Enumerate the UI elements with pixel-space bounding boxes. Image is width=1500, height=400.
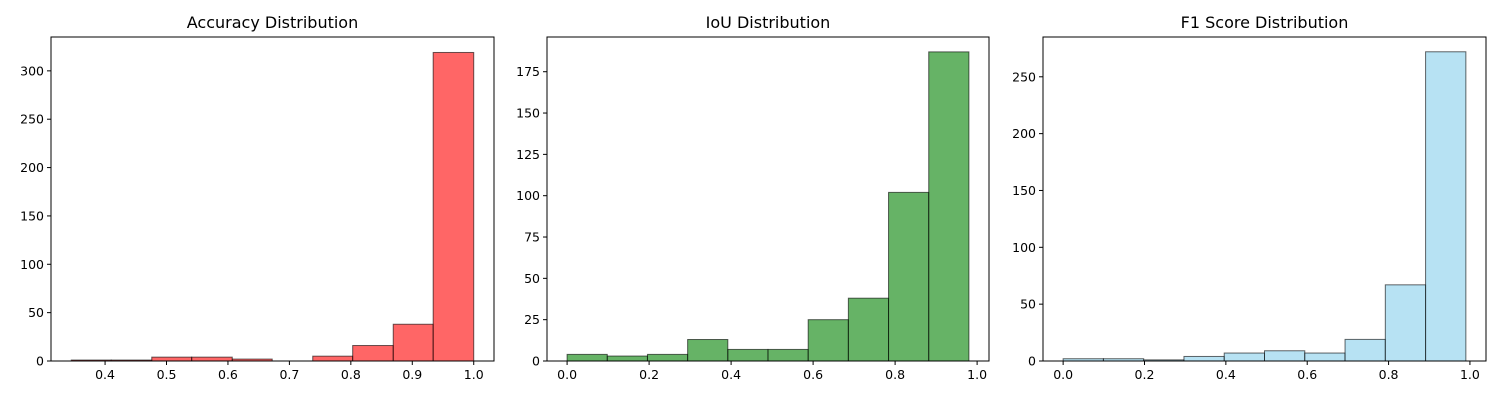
axes-frame [1042, 36, 1487, 362]
y-tick-label: 75 [524, 230, 540, 245]
y-tick-label: 150 [516, 106, 540, 121]
axes-frame [50, 36, 495, 362]
x-tick-label: 1.0 [464, 367, 484, 382]
x-tick-label: 0.7 [279, 367, 299, 382]
histogram-bar [432, 51, 475, 362]
y-tick-label: 50 [28, 305, 44, 320]
y-tick-label: 100 [1012, 240, 1036, 255]
x-tick-label: 0.6 [1297, 367, 1317, 382]
chart-title: F1 Score Distribution [1181, 13, 1349, 32]
x-tick-label: 0.5 [157, 367, 177, 382]
histogram-bar [1425, 51, 1467, 362]
y-tick-label: 50 [524, 271, 540, 286]
x-tick-label: 0.4 [95, 367, 115, 382]
histogram-bar [1344, 338, 1386, 362]
histogram-bar [646, 353, 689, 362]
histogram-bar [606, 355, 648, 362]
histogram-bar [1183, 355, 1225, 362]
histogram-bar [1304, 352, 1346, 362]
x-tick-label: 0.2 [1135, 367, 1155, 382]
x-tick-label: 0.0 [1053, 367, 1073, 382]
x-tick-label: 1.0 [967, 367, 987, 382]
x-tick-label: 0.9 [402, 367, 422, 382]
y-tick-label: 100 [516, 188, 540, 203]
histogram-bar [807, 319, 849, 362]
histogram-bar [1223, 352, 1266, 362]
y-tick-label: 300 [20, 63, 44, 78]
y-tick-label: 100 [20, 257, 44, 272]
y-tick-label: 250 [20, 112, 44, 127]
chart-title: IoU Distribution [706, 13, 831, 32]
histogram-bar [392, 323, 434, 362]
x-tick-label: 0.4 [721, 367, 741, 382]
histogram-bar [312, 355, 354, 362]
x-tick-label: 0.6 [803, 367, 823, 382]
y-tick-label: 0 [532, 354, 540, 369]
x-tick-label: 0.6 [218, 367, 238, 382]
histogram-bar [847, 297, 890, 362]
histogram-panel: IoU Distribution 0.0 0.2 0.4 0.6 0.8 1.0 0 25 50 7… [516, 13, 990, 382]
x-tick-label: 0.4 [1216, 367, 1236, 382]
x-tick-label: 0.0 [557, 367, 577, 382]
histogram-bar [687, 339, 729, 362]
chart-title: Accuracy Distribution [187, 13, 358, 32]
y-tick-label: 0 [1028, 354, 1036, 369]
x-tick-label: 0.8 [341, 367, 361, 382]
y-tick-label: 250 [1012, 69, 1036, 84]
y-tick-label: 50 [1020, 297, 1036, 312]
y-tick-label: 0 [36, 354, 44, 369]
x-tick-label: 0.2 [639, 367, 659, 382]
y-tick-label: 200 [1012, 126, 1036, 141]
histogram-bar [352, 345, 394, 362]
histogram-panel: Accuracy Distribution 0.4 0.5 0.6 0.7 0.8 0.9 1… [20, 13, 495, 382]
y-tick-label: 200 [20, 160, 44, 175]
y-tick-label: 150 [1012, 183, 1036, 198]
y-tick-label: 125 [516, 147, 540, 162]
x-tick-label: 0.8 [885, 367, 905, 382]
y-tick-label: 150 [20, 208, 44, 223]
histogram-bar [727, 348, 769, 362]
histogram-bar [1384, 284, 1427, 362]
histogram-bar [928, 51, 970, 362]
histogram-panel: F1 Score Distribution 0.0 0.2 0.4 0.6 0.8 1.0 0… [1012, 13, 1487, 382]
histogram-bar [566, 353, 608, 362]
histogram-bar [191, 356, 233, 362]
histogram-bar [1264, 350, 1306, 362]
x-tick-label: 0.8 [1379, 367, 1399, 382]
y-tick-label: 175 [516, 64, 540, 79]
y-tick-label: 25 [524, 312, 540, 327]
x-tick-label: 1.0 [1460, 367, 1480, 382]
axes-frame [546, 36, 990, 362]
histogram-bar [888, 191, 930, 362]
histogram-bar [767, 348, 809, 362]
histogram-bar [151, 356, 193, 362]
